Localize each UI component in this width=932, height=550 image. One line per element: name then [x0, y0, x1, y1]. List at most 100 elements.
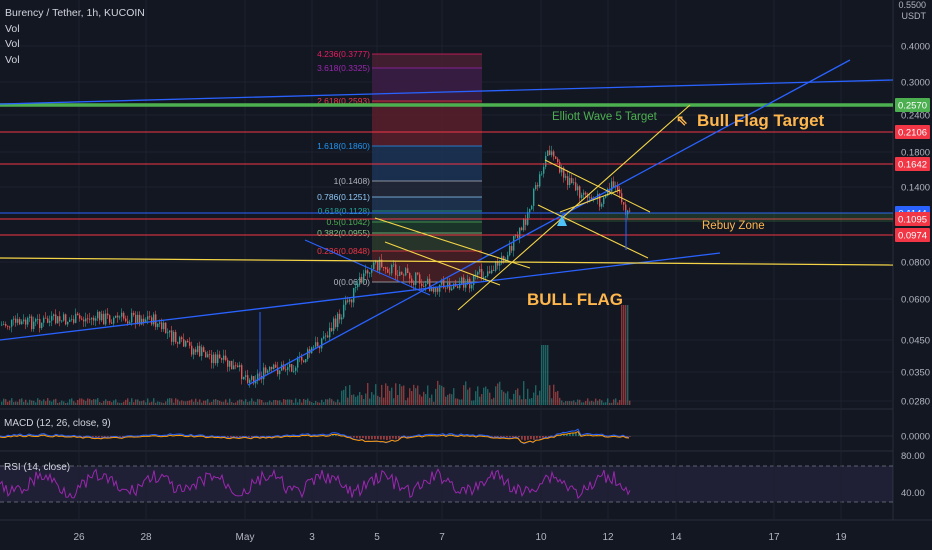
trend-line[interactable]	[374, 217, 531, 269]
macd-histogram-bar	[332, 434, 334, 436]
candle-body	[457, 286, 459, 289]
volume-bar	[13, 402, 15, 405]
fib-level-label[interactable]: 0.236(0.0848)	[317, 246, 370, 256]
price-badge-label: 0.0974	[898, 231, 927, 242]
fib-level-label[interactable]: 0.382(0.0955)	[317, 228, 370, 238]
bull-flag-target-label[interactable]: Bull Flag Target	[697, 111, 825, 130]
trend-line[interactable]	[0, 257, 894, 266]
time-tick-label[interactable]: 28	[140, 532, 152, 543]
symbol-title[interactable]: Burency / Tether, 1h, KUCOIN	[5, 7, 145, 19]
candle-body	[353, 287, 355, 303]
volume-bar	[395, 383, 397, 405]
fib-level-label[interactable]: 0(0.0670)	[334, 277, 371, 287]
time-tick-label[interactable]: May	[236, 532, 255, 543]
fib-level-label[interactable]: 0.5(0.1042)	[327, 217, 371, 227]
trend-line[interactable]	[457, 104, 691, 311]
trend-line[interactable]	[0, 252, 721, 341]
bull-flag-label[interactable]: BULL FLAG	[527, 290, 623, 309]
annotations[interactable]: Elliott Wave 5 Target ⇖ Bull Flag Target…	[527, 111, 825, 309]
trend-line[interactable]	[537, 204, 649, 259]
macd-histogram-bar	[548, 436, 550, 437]
volume-label-2[interactable]: Vol	[5, 38, 20, 50]
volume-bar	[293, 402, 295, 405]
volume-bar	[259, 399, 261, 405]
macd-histogram-bar	[236, 436, 238, 437]
time-axis[interactable]: 26 28 May 3 5 7 10 12 14 17 19	[73, 532, 847, 543]
candle-body	[317, 342, 319, 347]
price-badge-label: 0.1642	[898, 160, 927, 171]
candle-body	[97, 311, 99, 319]
volume-bar	[443, 387, 445, 405]
volume-bar	[19, 399, 21, 405]
trend-lines[interactable]	[0, 59, 894, 386]
candle-body	[75, 313, 77, 323]
volume-bar	[143, 400, 145, 405]
fib-level-label[interactable]: 1(0.1408)	[334, 176, 371, 186]
price-axis[interactable]: 0.40000.30000.24000.18000.14000.10000.08…	[895, 42, 930, 500]
fib-level-label[interactable]: 3.618(0.3325)	[317, 63, 370, 73]
elliott-wave-label[interactable]: Elliott Wave 5 Target	[552, 111, 658, 123]
volume-bar	[81, 398, 83, 405]
rsi-label[interactable]: RSI (14, close)	[4, 462, 71, 473]
candle-body	[339, 313, 341, 320]
candle-body	[525, 219, 527, 225]
volume-bar	[91, 400, 93, 405]
macd-histogram-bar	[242, 436, 244, 437]
price-badge[interactable]	[895, 157, 930, 171]
time-tick-label[interactable]: 5	[374, 532, 380, 543]
trend-line[interactable]	[304, 239, 431, 296]
candle-body	[135, 314, 137, 324]
volume-bar	[61, 400, 63, 405]
volume-bar	[359, 392, 361, 405]
volume-bar	[435, 388, 437, 405]
trend-line[interactable]	[559, 189, 621, 213]
volume-label-3[interactable]: Vol	[5, 53, 20, 66]
volume-bar	[103, 401, 105, 405]
rebuy-zone-label[interactable]: Rebuy Zone	[702, 220, 765, 232]
candle-body	[29, 316, 31, 318]
volume-bar	[85, 400, 87, 405]
time-tick-label[interactable]: 12	[602, 532, 614, 543]
volume-bar	[49, 400, 51, 405]
trend-line[interactable]	[384, 241, 501, 286]
volume-bar	[523, 381, 525, 405]
price-badge[interactable]	[895, 98, 930, 112]
volume-bar	[145, 402, 147, 405]
trend-line[interactable]	[247, 59, 851, 386]
trend-line[interactable]	[544, 159, 651, 213]
candle-body	[143, 318, 145, 323]
fib-level-label[interactable]: 4.236(0.3777)	[317, 49, 370, 59]
volume-bars	[1, 305, 631, 405]
time-tick-label[interactable]: 7	[439, 532, 445, 543]
fib-level-label[interactable]: 1.618(0.1860)	[317, 141, 370, 151]
price-badge[interactable]	[895, 228, 930, 242]
fib-level-label[interactable]: 0.786(0.1251)	[317, 192, 370, 202]
time-tick-label[interactable]: 17	[768, 532, 780, 543]
volume-bar	[387, 385, 389, 405]
volume-bar	[255, 401, 257, 405]
candle-body	[289, 364, 291, 368]
time-tick-label[interactable]: 19	[835, 532, 847, 543]
fib-level-label[interactable]: 2.618(0.2593)	[317, 96, 370, 106]
time-tick-label[interactable]: 3	[309, 532, 315, 543]
volume-bar	[35, 402, 37, 405]
volume-bar	[229, 398, 231, 405]
time-tick-label[interactable]: 26	[73, 532, 85, 543]
macd-histogram-bar	[365, 436, 367, 440]
fib-level-label[interactable]: 0.618(0.1128)	[318, 206, 370, 216]
price-badge[interactable]	[895, 212, 930, 226]
volume-bar	[7, 401, 9, 405]
candle-body	[275, 364, 277, 368]
horizontal-levels[interactable]	[0, 103, 893, 236]
candle-body	[623, 202, 625, 205]
fibonacci-tool[interactable]: 4.236(0.3777) 3.618(0.3325) 2.618(0.2593) 1…	[317, 49, 482, 287]
volume-label-1[interactable]: Vol	[5, 22, 20, 35]
time-tick-label[interactable]: 10	[535, 532, 547, 543]
trend-line[interactable]	[0, 79, 894, 105]
volume-bar	[213, 399, 215, 405]
macd-label[interactable]: MACD (12, 26, close, 9)	[4, 418, 111, 429]
price-badge[interactable]	[895, 125, 930, 139]
candle-body	[477, 272, 479, 275]
time-tick-label[interactable]: 14	[670, 532, 682, 543]
